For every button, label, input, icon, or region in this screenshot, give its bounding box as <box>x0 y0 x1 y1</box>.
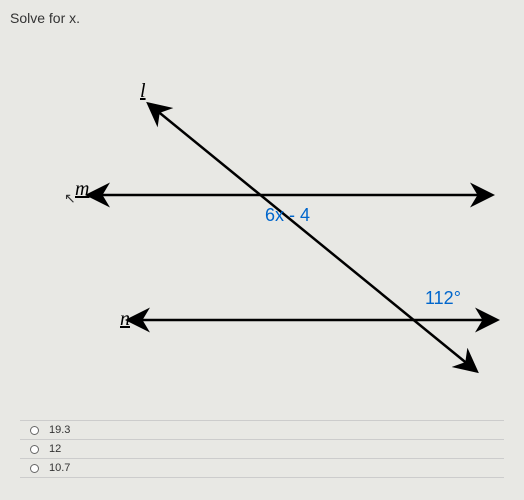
answer-options: 19.3 12 10.7 <box>20 420 504 478</box>
option-row[interactable]: 19.3 <box>20 420 504 440</box>
angle-degree-label: 112° <box>425 288 461 309</box>
angle-expression-label: 6x - 4 <box>265 205 310 226</box>
radio-icon[interactable] <box>30 445 39 454</box>
radio-icon[interactable] <box>30 464 39 473</box>
radio-icon[interactable] <box>30 426 39 435</box>
cursor-icon: ↖ <box>64 190 76 207</box>
option-row[interactable]: 12 <box>20 440 504 459</box>
geometry-diagram: l m n 6x - 4 112° ↖ <box>20 40 504 400</box>
question-title: Solve for x. <box>10 10 80 26</box>
line-l <box>150 105 475 370</box>
label-line-m: m <box>75 178 89 201</box>
option-label: 12 <box>49 443 61 455</box>
diagram-svg <box>20 40 504 400</box>
label-line-n: n <box>120 308 130 331</box>
option-row[interactable]: 10.7 <box>20 459 504 478</box>
option-label: 19.3 <box>49 424 70 436</box>
option-label: 10.7 <box>49 462 70 474</box>
label-line-l: l <box>140 80 146 103</box>
